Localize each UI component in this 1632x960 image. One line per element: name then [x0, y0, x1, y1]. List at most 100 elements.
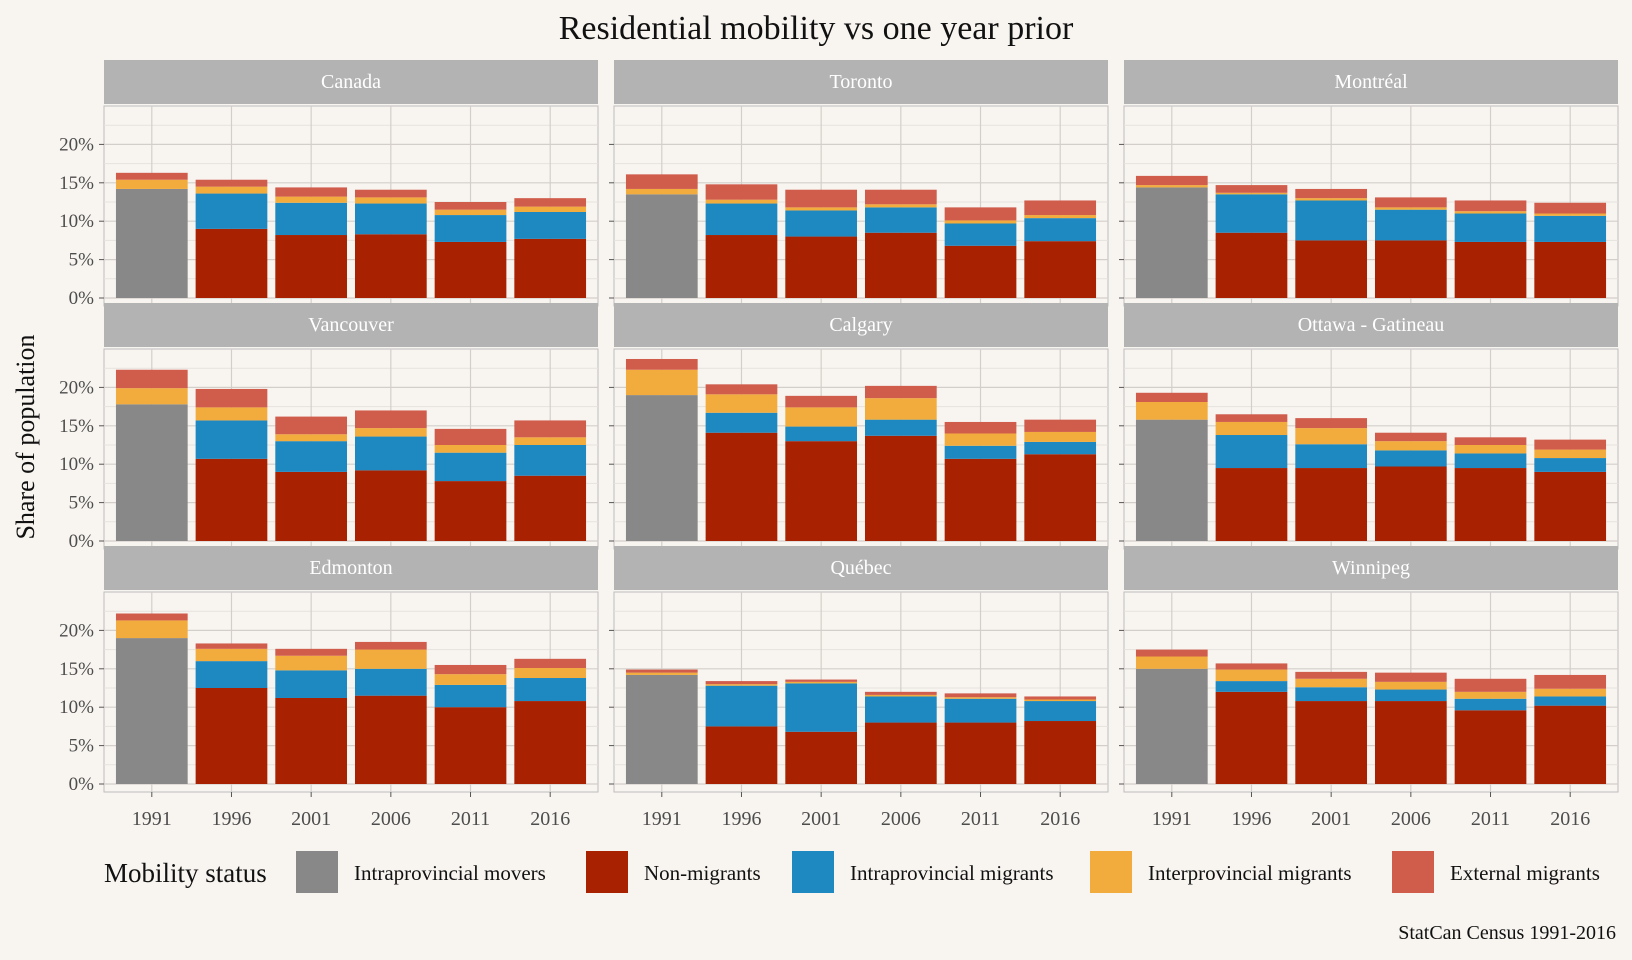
- x-tick-label: 1991: [642, 808, 682, 830]
- bar-segment-non-migrants-1996: [705, 726, 778, 784]
- bar-segment-intraprovincial-migrants-2006: [864, 696, 937, 723]
- y-tick-label: 10%: [59, 697, 94, 718]
- bar-segment-non-migrants-2011: [944, 458, 1017, 541]
- bar-segment-intraprovincial-movers-1991: [1135, 187, 1208, 298]
- bar-segment-non-migrants-2001: [785, 236, 858, 298]
- bar-segment-interprovincial-migrants-2016: [1024, 699, 1097, 702]
- bar-segment-external-migrants-1996: [1215, 663, 1288, 670]
- bar-segment-non-migrants-2001: [1295, 701, 1368, 784]
- bar-segment-intraprovincial-movers-1991: [1135, 668, 1208, 784]
- y-tick-label: 10%: [59, 454, 94, 475]
- bar-segment-intraprovincial-migrants-2001: [275, 670, 348, 698]
- bar-segment-intraprovincial-movers-1991: [115, 188, 188, 298]
- bar-segment-interprovincial-migrants-2011: [944, 220, 1017, 224]
- x-tick-label: 1996: [211, 808, 251, 830]
- bar-segment-intraprovincial-migrants-2001: [785, 426, 858, 442]
- bar-segment-external-migrants-1996: [195, 388, 268, 408]
- x-tick-label: 2006: [1391, 808, 1431, 830]
- bar-segment-intraprovincial-migrants-1996: [705, 203, 778, 236]
- bar-segment-intraprovincial-migrants-2011: [1454, 453, 1527, 469]
- bar-segment-non-migrants-2011: [944, 722, 1017, 784]
- bar-segment-non-migrants-2016: [1534, 705, 1607, 784]
- bar-segment-external-migrants-2016: [1024, 200, 1097, 216]
- bar-segment-interprovincial-migrants-2016: [1534, 688, 1607, 697]
- bar-segment-intraprovincial-migrants-2016: [514, 678, 587, 702]
- bar-segment-intraprovincial-migrants-2016: [1534, 458, 1607, 472]
- panel-canada: Canada 0% 5% 10% 15% 20%: [59, 60, 599, 311]
- bar-segment-interprovincial-migrants-1991: [625, 369, 698, 396]
- legend-label-intraprovincial-movers: Intraprovincial movers: [354, 861, 546, 885]
- bar-segment-external-migrants-1996: [705, 681, 778, 685]
- bar-segment-interprovincial-migrants-2001: [275, 655, 348, 671]
- x-tick-label: 2011: [451, 808, 490, 830]
- bar-segment-external-migrants-1991: [625, 669, 698, 673]
- panel-ottawa-gatineau: Ottawa - Gatineau: [1119, 303, 1619, 554]
- bar-segment-external-migrants-2006: [1374, 432, 1447, 442]
- bar-segment-external-migrants-2006: [354, 641, 427, 650]
- legend-title: Mobility status: [104, 858, 267, 888]
- bar-segment-non-migrants-2006: [354, 234, 427, 298]
- bar-segment-intraprovincial-migrants-1996: [705, 685, 778, 727]
- x-tick-label: 2006: [881, 808, 921, 830]
- bar-segment-external-migrants-2001: [275, 416, 348, 435]
- bar-segment-external-migrants-1996: [1215, 414, 1288, 422]
- bar-segment-interprovincial-migrants-2006: [354, 428, 427, 437]
- bar-segment-intraprovincial-migrants-2001: [1295, 687, 1368, 702]
- bar-segment-external-migrants-2001: [785, 679, 858, 682]
- bar-segment-interprovincial-migrants-2016: [514, 206, 587, 212]
- bar-segment-intraprovincial-migrants-2016: [1024, 218, 1097, 242]
- bar-segment-external-migrants-2011: [944, 693, 1017, 698]
- bar-segment-intraprovincial-migrants-2011: [1454, 213, 1527, 242]
- caption: StatCan Census 1991-2016: [1398, 922, 1616, 944]
- bar-segment-external-migrants-2016: [514, 420, 587, 438]
- bar-segment-external-migrants-2001: [785, 395, 858, 408]
- x-tick-label: 2011: [961, 808, 1000, 830]
- bar-segment-interprovincial-migrants-2011: [434, 445, 507, 453]
- bar-segment-non-migrants-2016: [514, 475, 587, 541]
- legend-key-intraprovincial-movers: [296, 851, 338, 893]
- facet-strip: [614, 60, 1108, 104]
- bar-segment-external-migrants-2011: [944, 421, 1017, 434]
- panel-winnipeg: Winnipeg 1991 1996 2001 2006 2011 2016: [1119, 546, 1619, 830]
- bar-segment-interprovincial-migrants-2016: [514, 437, 587, 445]
- bar-segment-intraprovincial-migrants-2006: [864, 419, 937, 436]
- bar-segment-external-migrants-2006: [1374, 672, 1447, 682]
- y-tick-label: 15%: [59, 173, 94, 194]
- bar-segment-non-migrants-2006: [1374, 466, 1447, 541]
- bar-segment-interprovincial-migrants-1996: [1215, 669, 1288, 682]
- facet-label: Calgary: [829, 314, 892, 336]
- bar-segment-external-migrants-2006: [1374, 197, 1447, 208]
- facet-label: Ottawa - Gatineau: [1298, 314, 1445, 336]
- bar-segment-intraprovincial-migrants-2016: [514, 211, 587, 239]
- bar-segment-intraprovincial-migrants-2006: [354, 436, 427, 471]
- bar-segment-external-migrants-2011: [434, 202, 507, 210]
- panel-calgary: Calgary: [609, 303, 1109, 554]
- bar-segment-intraprovincial-movers-1991: [1135, 419, 1208, 541]
- bar-segment-external-migrants-2016: [1534, 202, 1607, 214]
- bar-segment-external-migrants-2016: [1534, 674, 1607, 689]
- bar-segment-external-migrants-2001: [275, 187, 348, 197]
- y-tick-label: 15%: [59, 659, 94, 680]
- bar-segment-intraprovincial-migrants-2001: [1295, 444, 1368, 469]
- bar-segment-external-migrants-1991: [115, 172, 188, 180]
- facet-strip: [1124, 546, 1618, 590]
- bar-segment-intraprovincial-migrants-2006: [354, 203, 427, 235]
- bar-segment-intraprovincial-movers-1991: [625, 395, 698, 541]
- bar-segment-non-migrants-2001: [275, 235, 348, 298]
- y-tick-label: 15%: [59, 416, 94, 437]
- bar-segment-external-migrants-2016: [1024, 419, 1097, 432]
- bar-segment-interprovincial-migrants-2011: [434, 674, 507, 685]
- bar-segment-non-migrants-1996: [195, 458, 268, 541]
- bar-segment-external-migrants-1996: [705, 384, 778, 395]
- bar-segment-external-migrants-1996: [195, 643, 268, 649]
- bar-segment-external-migrants-2001: [785, 189, 858, 208]
- bar-segment-interprovincial-migrants-2001: [785, 407, 858, 427]
- bar-segment-external-migrants-2006: [864, 385, 937, 399]
- panel-vancouver: Vancouver 0% 5% 10% 15% 20%: [59, 303, 599, 554]
- bar-segment-interprovincial-migrants-2006: [1374, 441, 1447, 451]
- y-tick-label: 10%: [59, 211, 94, 232]
- bar-segment-non-migrants-1996: [705, 235, 778, 298]
- bar-segment-non-migrants-1996: [1215, 232, 1288, 298]
- panel-toronto: Toronto: [609, 60, 1109, 311]
